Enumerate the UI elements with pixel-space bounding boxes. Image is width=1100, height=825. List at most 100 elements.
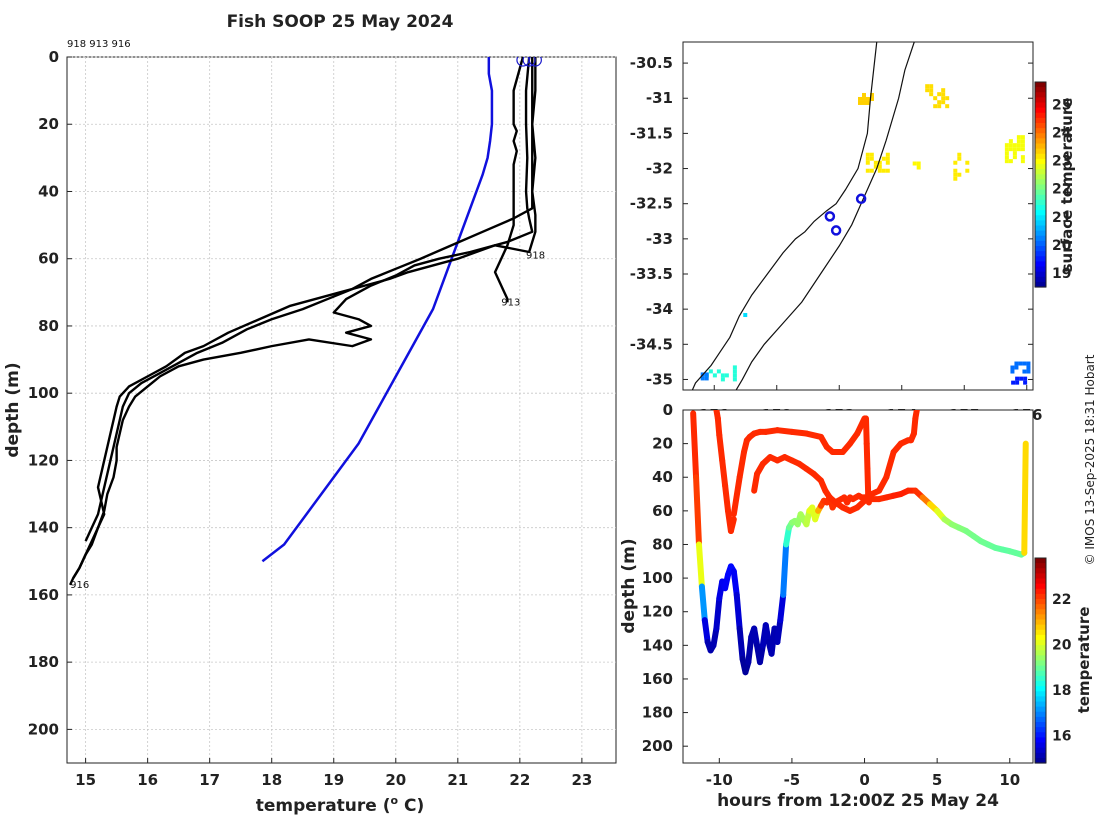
profile-x-label-sup: o [391,794,399,807]
section-track-4-segment [883,449,897,481]
map-colorbar-segment [1035,240,1046,247]
sst-pixel [933,104,938,109]
section-x-tick-label: -10 [706,771,733,789]
section-track-1-segment [777,591,787,624]
profile-x-tick-label: 23 [571,771,592,789]
section-track-1-segment [690,410,700,481]
section-track-5-segment [865,491,872,506]
section-colorbar-segment [1035,629,1046,636]
map-colorbar-segment [1035,128,1046,134]
sst-pixel [724,373,729,378]
section-track-1-segment [713,595,723,632]
map-colorbar-tick-label: 20 [1052,238,1072,254]
sst-pixel [1012,155,1017,160]
section-colorbar-segment [1035,752,1046,759]
sst-pixel [1015,380,1020,385]
map-colorbar-segment [1035,138,1046,145]
profile-y-label: depth (m) [3,362,23,457]
section-y-tick-label: 140 [642,636,673,654]
section-colorbar-segment [1035,558,1046,564]
sst-pixel [1012,143,1017,148]
map-y-tick-label: -34.5 [630,335,673,353]
map-colorbar-segment [1035,215,1046,221]
sst-pixel [925,88,930,93]
sst-pixel [937,92,942,97]
map-colorbar-tick-label: 22 [1052,182,1071,198]
sst-pixel [720,373,725,378]
sst-pixel [1022,369,1027,374]
section-track-2-segment [722,482,732,514]
section-colorbar-tick-label: 18 [1052,683,1071,699]
map-colorbar-segment [1035,102,1046,109]
profile-annotations: 918 913 916 [70,250,545,590]
map-colorbar-segment [1035,205,1046,211]
section-track-1-segment [701,617,711,645]
sst-pixel [941,100,946,105]
profile-y-tick-label: 200 [28,720,59,738]
map-colorbar-segment [1035,220,1046,227]
section-colorbar-segment [1035,634,1046,641]
section-colorbar-segment [1035,757,1046,764]
map-colorbar-segment [1035,107,1046,114]
station-marker [824,211,836,222]
map-colorbar-tick-label: 23 [1052,154,1071,170]
sst-pixel [1020,159,1025,164]
sst-pixel [1016,135,1021,140]
section-colorbar-label: temperature [1075,607,1093,714]
section-x-tick-label: 10 [999,771,1020,789]
sst-pixel [1023,376,1028,381]
profile-x-tick-label: 17 [199,771,220,789]
sst-pixel [869,152,874,157]
map-lines [691,42,915,390]
sst-pixel [941,92,946,97]
section-y-ticks: 0 20 40 60 80 100 120 140 160 180 200 [642,401,688,755]
profile-y-tick-label: 140 [28,519,59,537]
profile-x-tick-label: 15 [75,771,96,789]
sst-pixel [732,369,737,374]
section-track-1-segment [780,541,790,598]
profile-plot-area [66,56,617,764]
sst-pixel [1010,369,1015,374]
map-colorbar-segment [1035,235,1046,242]
profile-x-tick-label: 18 [261,771,282,789]
section-track-5-segment [862,415,870,447]
map-colorbar-segment [1035,199,1046,206]
map-y-tick-label: -30.5 [630,54,673,72]
profile-y-tick-label: 0 [49,48,59,66]
section-track-2-segment [713,410,721,422]
coastline [691,42,878,390]
sst-pixel [929,84,934,89]
sst-pixel [1014,365,1019,370]
sst-pixel [881,156,886,161]
map-colorbar-segment [1035,123,1046,129]
section-colorbar-segment [1035,732,1046,738]
sst-pixel [1016,139,1021,144]
profile-x-label: temperature (o C) [256,794,425,816]
sst-pixel [877,160,882,165]
profile-y-tick-label: 60 [38,250,59,268]
section-tracks [690,410,1029,676]
sst-pixel [858,100,862,105]
map-colorbar-segment [1035,143,1046,150]
sst-pixel [865,168,870,173]
map-colorbar-segment [1035,117,1046,124]
section-colorbar-segment [1035,609,1046,615]
map-colorbar-frame [1034,81,1047,288]
profile-y-tick-label: 80 [38,317,59,335]
surface-marker [522,57,536,67]
map-colorbar-label: surface temperature [1058,98,1076,273]
sst-pixel [708,369,713,374]
sst-pixel [858,96,862,101]
sst-pixel [1008,159,1013,164]
section-y-tick-label: 40 [652,468,673,486]
section-colorbar-segment [1035,645,1046,651]
map-colorbar-segment [1035,87,1046,93]
map-y-tick-label: -31 [646,89,673,107]
sst-patches [700,84,1031,385]
sst-pixel [1018,361,1023,366]
sst-pixel [929,88,934,93]
section-colorbar-segment [1035,722,1046,728]
section-track-3-segment [730,474,743,518]
section-track-3-segment [736,449,747,481]
section-colorbar-segment [1035,614,1046,621]
